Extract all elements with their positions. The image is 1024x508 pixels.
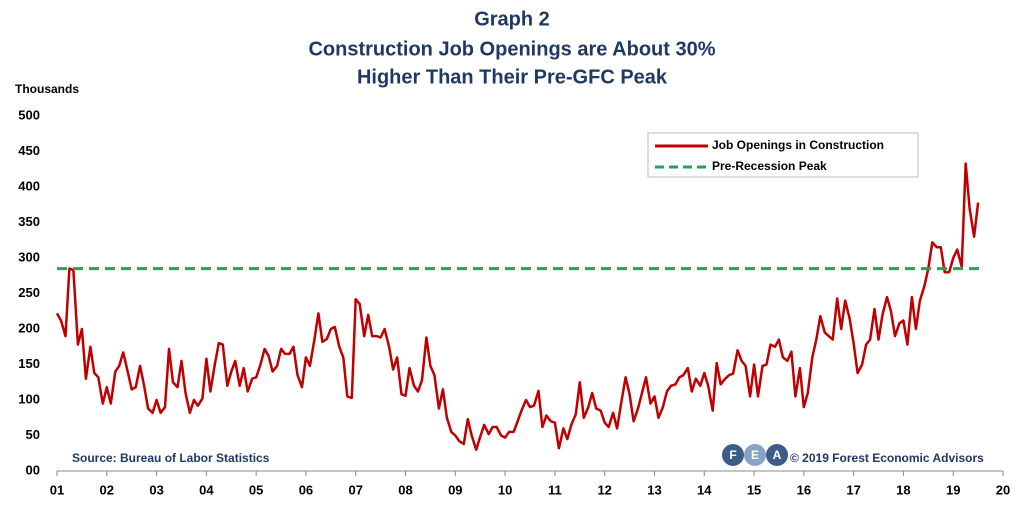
y-tick-label: 200: [18, 320, 40, 335]
logo-letter: A: [773, 448, 782, 462]
y-tick-label: 100: [18, 391, 40, 406]
legend-label: Pre-Recession Peak: [712, 159, 827, 173]
logo-letter: F: [729, 448, 736, 462]
x-tick-label: 14: [697, 482, 712, 497]
x-tick-label: 04: [199, 482, 214, 497]
legend-label: Job Openings in Construction: [712, 138, 884, 152]
y-tick-label: 300: [18, 249, 40, 264]
x-tick-label: 20: [996, 482, 1010, 497]
x-tick-label: 18: [896, 482, 910, 497]
x-tick-label: 02: [100, 482, 114, 497]
y-tick-label: 00: [26, 462, 40, 477]
data-line: [55, 162, 980, 451]
x-tick-label: 08: [398, 482, 412, 497]
x-tick-label: 06: [299, 482, 313, 497]
chart-title: Higher Than Their Pre-GFC Peak: [357, 66, 668, 88]
copyright: © 2019 Forest Economic Advisors: [790, 451, 984, 465]
y-tick-label: 50: [26, 427, 40, 442]
y-tick-label: 500: [18, 107, 40, 122]
x-tick-label: 09: [448, 482, 462, 497]
logo-circle: [766, 444, 788, 466]
x-tick-label: 10: [498, 482, 512, 497]
x-tick-label: 07: [349, 482, 363, 497]
x-tick-label: 05: [249, 482, 263, 497]
y-tick-label: 350: [18, 214, 40, 229]
x-tick-label: 15: [747, 482, 761, 497]
x-tick-label: 11: [548, 482, 562, 497]
x-tick-label: 03: [149, 482, 163, 497]
y-axis-label: Thousands: [15, 82, 79, 96]
x-tick-label: 16: [797, 482, 811, 497]
chart-title: Graph 2: [474, 8, 550, 30]
chart-title: Construction Job Openings are About 30%: [308, 38, 715, 60]
x-tick-label: 17: [846, 482, 860, 497]
source: Source: Bureau of Labor Statistics: [72, 451, 270, 465]
y-tick-label: 450: [18, 143, 40, 158]
x-tick-label: 19: [946, 482, 960, 497]
y-tick-label: 150: [18, 356, 40, 371]
y-tick-label: 400: [18, 178, 40, 193]
y-tick-label: 250: [18, 285, 40, 300]
x-tick-label: 01: [50, 482, 64, 497]
x-tick-label: 12: [597, 482, 611, 497]
logo-circle: [722, 444, 744, 466]
legend-box: [647, 132, 919, 178]
logo-circle: [744, 444, 766, 466]
logo-letter: E: [751, 448, 759, 462]
x-tick-label: 13: [647, 482, 661, 497]
